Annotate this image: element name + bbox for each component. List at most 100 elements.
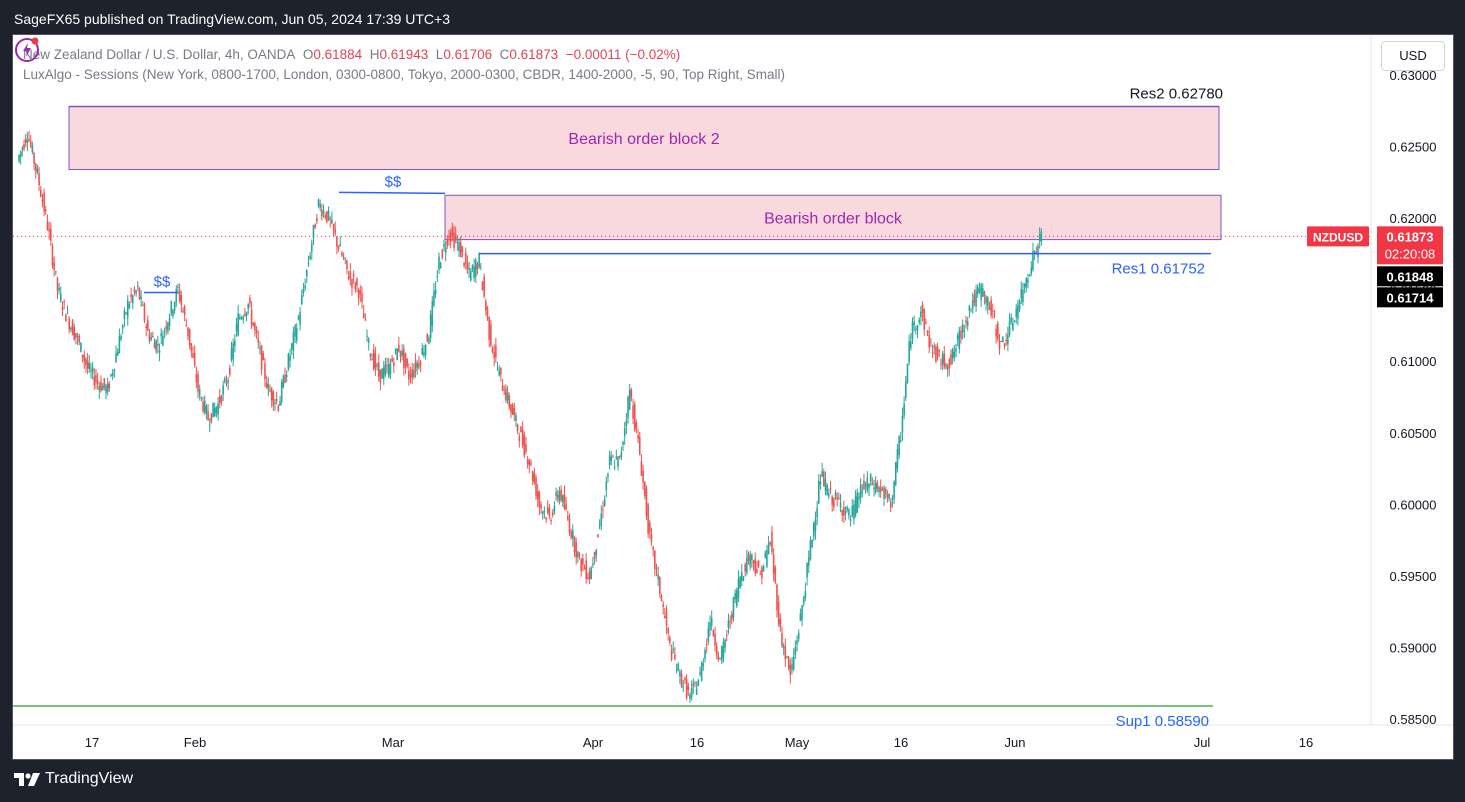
candle-body (782, 645, 785, 648)
candle-body (1038, 234, 1041, 241)
sup1-label: Sup1 0.58590 (1116, 713, 1209, 730)
candle-body (1008, 321, 1011, 336)
candle-body (960, 330, 962, 339)
candle-body (237, 313, 239, 336)
candle-body (316, 217, 318, 222)
candle-body (170, 301, 173, 314)
candle-body (463, 262, 465, 266)
candle-body (113, 369, 116, 372)
candle-body (367, 338, 370, 343)
candle-body (704, 649, 706, 659)
candle-body (464, 252, 467, 264)
candle-body (130, 294, 132, 298)
x-tick-label: Jun (1005, 735, 1026, 750)
candle-body (620, 452, 623, 457)
candle-body (247, 303, 250, 310)
candle-body (764, 552, 767, 558)
candle-body (381, 368, 383, 379)
candle-body (786, 656, 788, 658)
chart-frame[interactable]: 0.630000.625000.620000.615000.610000.605… (12, 34, 1454, 760)
candle-body (1018, 301, 1021, 310)
price-chart[interactable]: 0.630000.625000.620000.615000.610000.605… (13, 35, 1453, 759)
candle-body (257, 338, 260, 343)
candle-body (369, 354, 372, 357)
candle-body (182, 310, 184, 312)
candle-body (1012, 323, 1014, 331)
candle-body (839, 502, 842, 508)
candle-body (49, 228, 52, 241)
candle-body (168, 317, 171, 326)
candle-body (607, 473, 609, 477)
candle-body (834, 492, 837, 498)
candle-body (63, 301, 65, 303)
candle-body (876, 482, 879, 489)
candle-body (202, 401, 204, 412)
candle-body (235, 323, 238, 332)
candle-body (408, 370, 410, 380)
candle-body (791, 663, 793, 670)
candle-body (173, 302, 176, 311)
candle-body (615, 456, 618, 459)
candle-body (506, 391, 509, 400)
candle-body (707, 628, 710, 642)
candle-body (483, 276, 485, 297)
candle-body (826, 485, 828, 495)
candle-body (399, 350, 402, 357)
candle-body (403, 348, 405, 369)
candle-body (561, 495, 564, 502)
candle-body (662, 604, 664, 607)
y-tick-label: 0.59000 (1390, 640, 1437, 655)
candle-body (712, 630, 715, 637)
candle-body (391, 358, 393, 362)
candle-body (953, 352, 956, 358)
bolt-icon[interactable] (13, 35, 41, 63)
res2-label: Res2 0.62780 (1130, 86, 1223, 103)
candle-body (215, 406, 218, 414)
candle-body (327, 210, 330, 220)
candle-body (307, 262, 310, 264)
candle-body (44, 209, 47, 212)
candle-body (1010, 317, 1013, 322)
candle-body (779, 619, 782, 628)
candle-body (749, 555, 751, 567)
symbol-description[interactable]: New Zealand Dollar / U.S. Dollar, 4h, OA… (23, 47, 296, 62)
candle-body (200, 397, 203, 399)
candle-body (252, 322, 255, 326)
candle-body (680, 673, 683, 687)
candle-body (956, 335, 959, 340)
candle-body (100, 381, 102, 392)
candle-body (34, 163, 37, 171)
candle-body (493, 352, 495, 358)
candle-body (297, 317, 300, 320)
candle-body (108, 384, 111, 389)
candle-body (963, 330, 966, 332)
candle-body (218, 396, 221, 403)
candle-body (1028, 275, 1031, 277)
candle-body (192, 352, 194, 358)
candle-body (543, 511, 546, 513)
last-price-text: 0.61873 (1387, 229, 1434, 244)
indicator-row[interactable]: LuxAlgo - Sessions (New York, 0800-1700,… (23, 67, 785, 82)
candle-body (771, 531, 773, 553)
candle-body (893, 481, 895, 499)
candle-body (175, 289, 178, 303)
candle-body (545, 517, 547, 520)
candle-body (183, 306, 186, 315)
candle-body (759, 573, 762, 575)
candle-body (39, 189, 42, 197)
liquidity-line (338, 191, 446, 195)
candle-body (664, 616, 666, 619)
candle-body (585, 560, 588, 580)
candle-body (115, 353, 117, 362)
candle-body (648, 522, 651, 533)
candle-body (831, 496, 833, 505)
candle-body (950, 354, 952, 365)
candle-body (473, 266, 475, 279)
candle-body (217, 403, 219, 415)
currency-button[interactable]: USD (1381, 41, 1445, 71)
candle-body (347, 276, 350, 280)
candle-body (736, 590, 738, 606)
symbol-row[interactable]: New Zealand Dollar / U.S. Dollar, 4h, OA… (23, 45, 785, 65)
candle-body (495, 345, 497, 358)
candle-body (739, 576, 741, 588)
